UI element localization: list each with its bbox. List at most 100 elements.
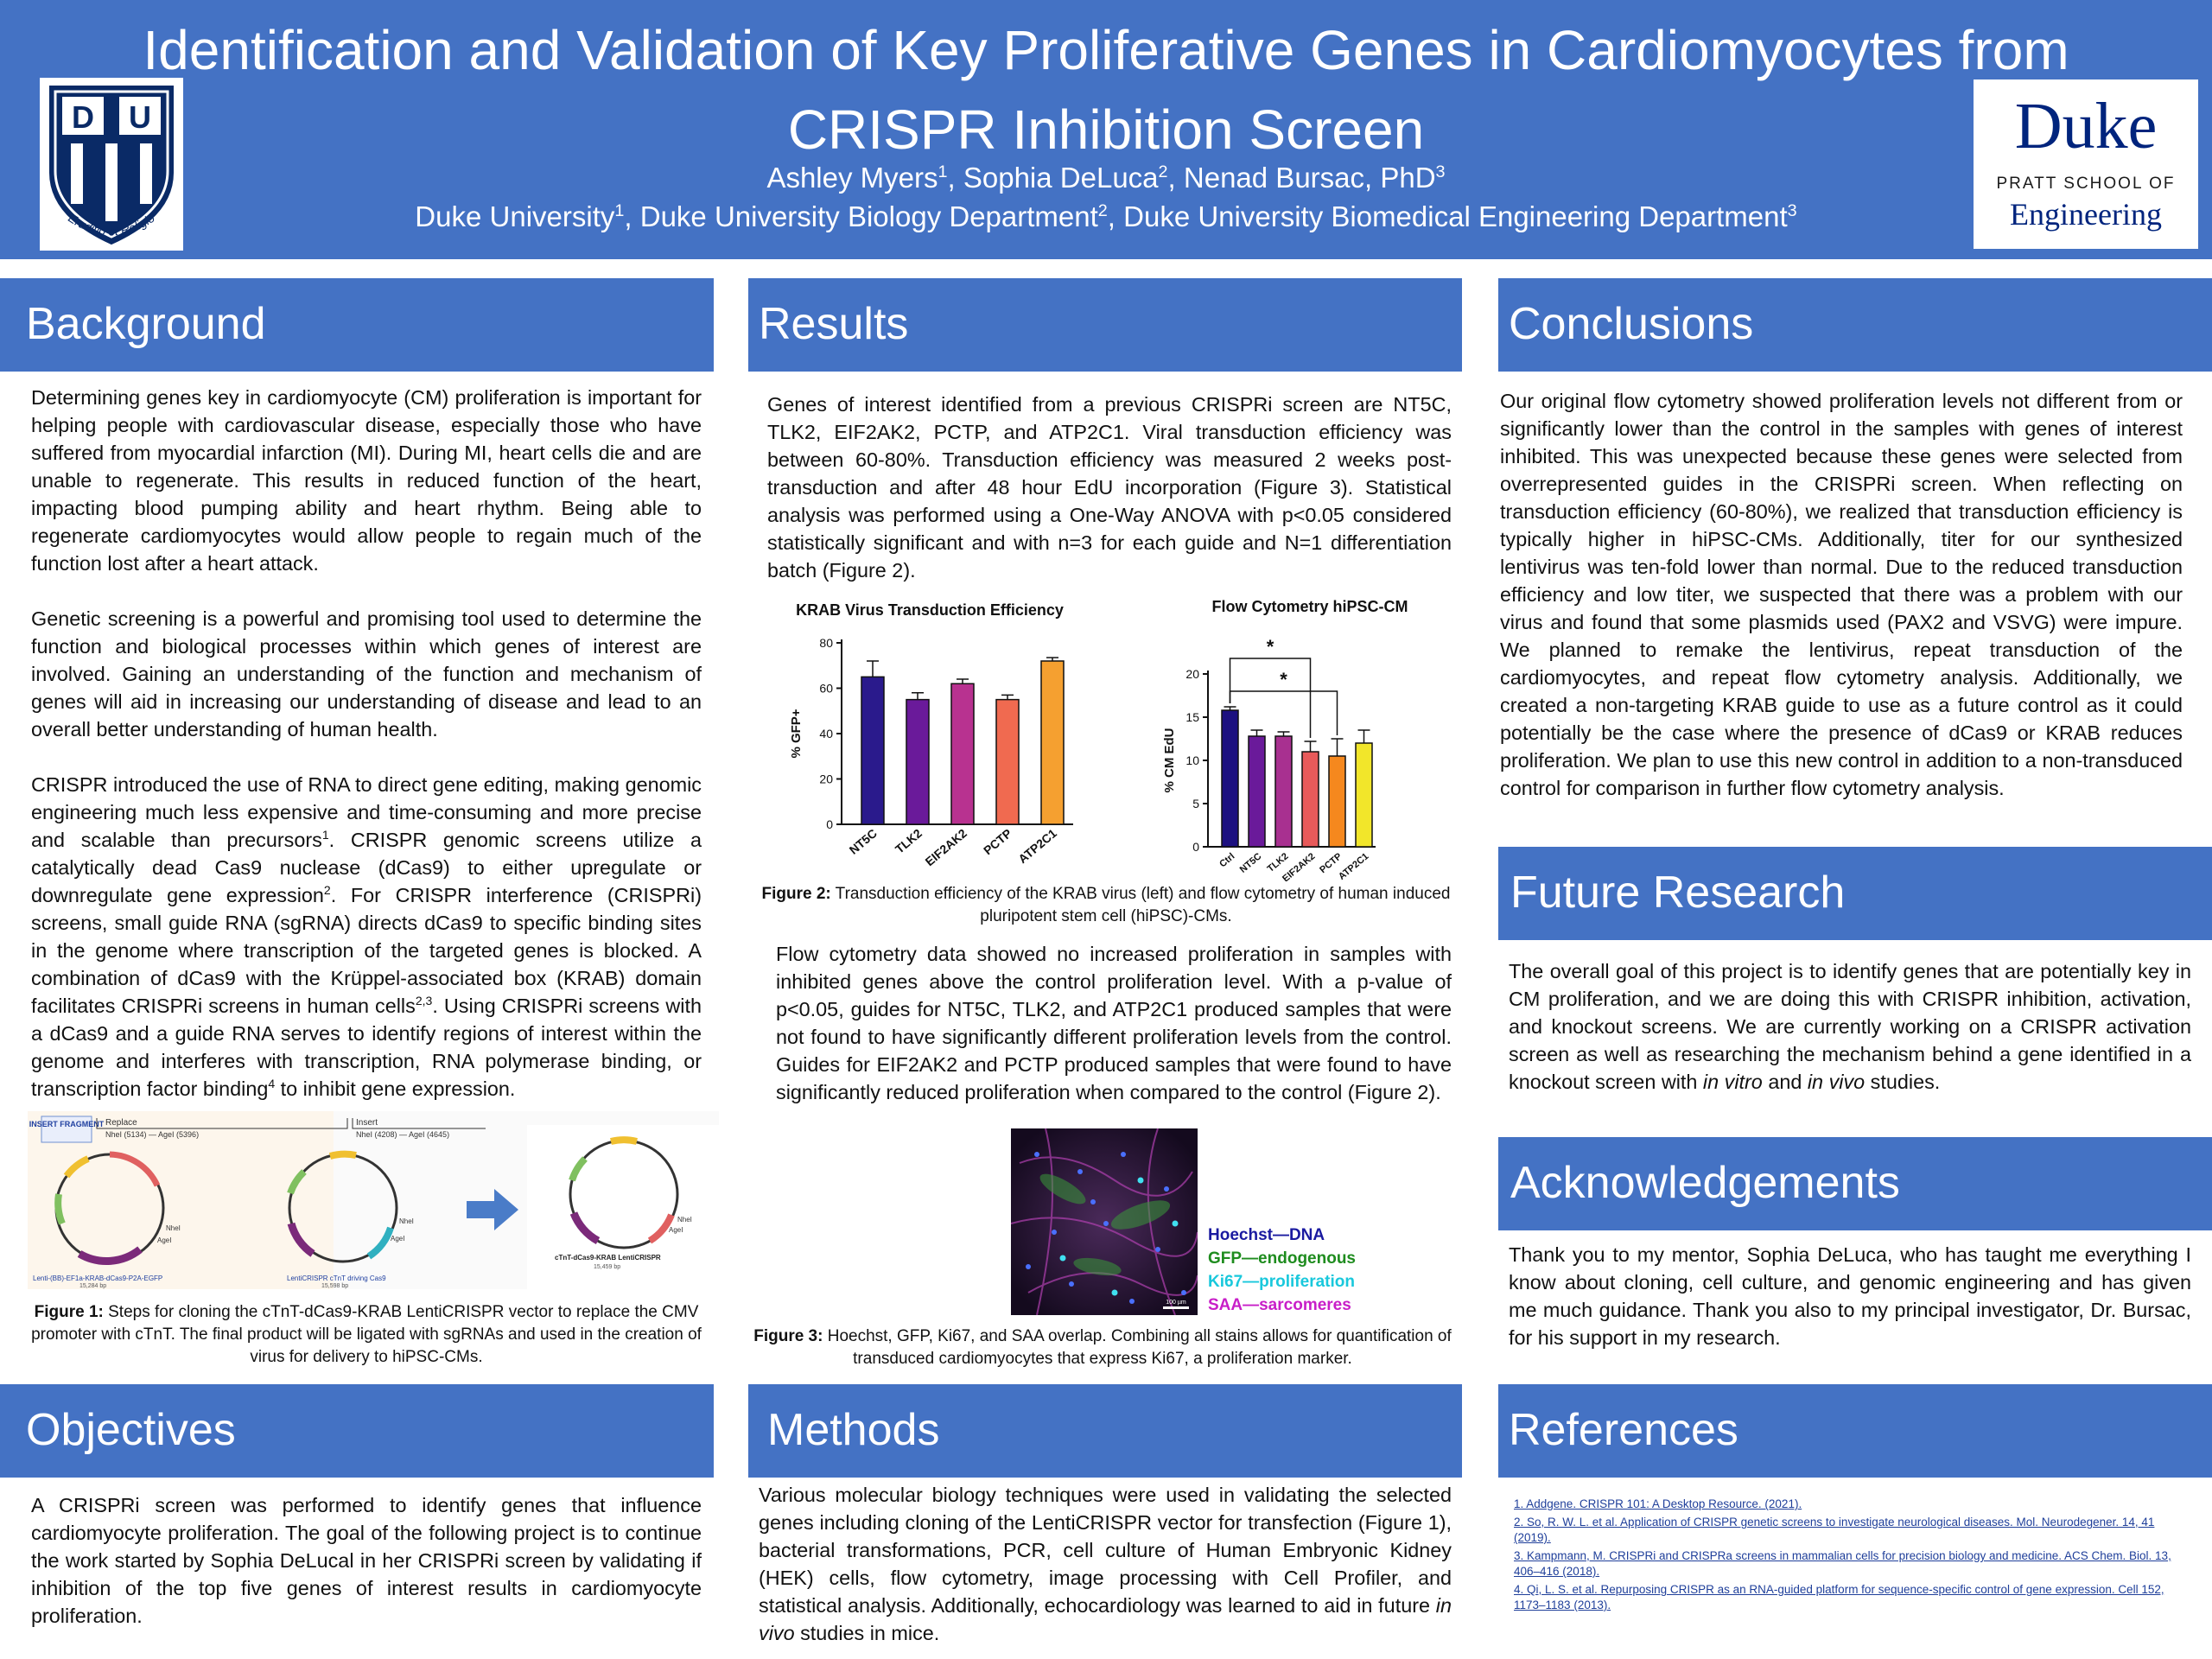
logo-school: PRATT SCHOOL OF xyxy=(1996,175,2176,193)
x-tick-label: NT5C xyxy=(1238,851,1264,875)
fig1-age-label-3: AgeI xyxy=(669,1226,683,1234)
figure-3-legend: Hoechst—DNA GFP—endogenous Ki67—prolifer… xyxy=(1208,1224,1356,1317)
conclusions-text: Our original flow cytometry showed proli… xyxy=(1500,390,2183,799)
fig1-plasmid-mid-name: LentiCRISPR cTnT driving Cas9 xyxy=(287,1274,386,1282)
x-tick-label: ATP2C1 xyxy=(1015,826,1059,866)
figure-1-caption: Figure 1: Steps for cloning the cTnT-dCa… xyxy=(31,1303,702,1366)
fig1-plasmid-left-bp: 15,284 bp xyxy=(79,1283,106,1289)
figure-1-cloning-diagram: INSERT FRAGMENT Replace NheI (5134) — Ag… xyxy=(28,1111,719,1289)
significance-star: * xyxy=(1280,669,1287,690)
logo-duke: Duke xyxy=(2014,90,2158,162)
poster-header xyxy=(0,0,2212,259)
y-tick-label: 0 xyxy=(826,817,833,831)
significance-star: * xyxy=(1267,636,1274,658)
fig1-replace-label: Replace xyxy=(105,1118,137,1128)
results-paragraph-1: Genes of interest identified from a prev… xyxy=(767,393,1452,582)
duke-pratt-logo: Duke PRATT SCHOOL OF Engineering xyxy=(1974,79,2198,249)
references-list: 1. Addgene. CRISPR 101: A Desktop Resour… xyxy=(1514,1497,2188,1616)
figure-2-flow-cytometry-chart: Flow Cytometry hiPSC-CM 0 5 10 15 20 % CM EdU C… xyxy=(1162,598,1408,881)
figure-3-micrograph: 100 µm xyxy=(1011,1128,1198,1315)
acknowledgements-text: Thank you to my mentor, Sophia DeLuca, w… xyxy=(1509,1243,2191,1349)
x-tick-label: PCTP xyxy=(981,826,1014,857)
y-axis-label: % CM EdU xyxy=(1162,728,1177,793)
duke-crest-logo: D U Eruditio et Religio xyxy=(40,78,183,251)
background-heading: Background xyxy=(0,278,714,372)
fig1-plasmid-mid-bp: 15,598 bp xyxy=(321,1283,348,1289)
bar-eif2ak2 xyxy=(1301,751,1319,848)
fig1-insert-label: Insert xyxy=(356,1118,378,1128)
y-tick-label: 20 xyxy=(1185,667,1199,681)
bar-pctp xyxy=(1328,755,1346,848)
bar-atp2c1 xyxy=(1355,742,1373,848)
crest-letter-d: D xyxy=(72,99,94,135)
bar-eif2ak2 xyxy=(950,683,975,825)
title-line-2: CRISPR Inhibition Screen xyxy=(787,99,1425,161)
fig1-nhe-label-2: NheI xyxy=(399,1217,414,1225)
logo-engineering: Engineering xyxy=(2010,197,2162,232)
references-heading: References xyxy=(1498,1384,2212,1478)
fig3-legend-gfp: GFP—endogenous xyxy=(1208,1249,1356,1268)
affiliation-1: Duke University xyxy=(415,200,615,232)
background-paragraph-1: Determining genes key in cardiomyocyte (… xyxy=(31,386,702,575)
objectives-heading: Objectives xyxy=(0,1384,714,1478)
objectives-text: A CRISPRi screen was performed to identi… xyxy=(31,1494,702,1627)
affiliation-2: Duke University Biology Department xyxy=(639,200,1098,232)
bar-tlk2 xyxy=(1274,735,1293,848)
reference-item[interactable]: 2. So, R. W. L. et al. Application of CR… xyxy=(1514,1516,2155,1544)
crest-letter-u: U xyxy=(129,99,151,135)
fig3-legend-saa: SAA—sarcomeres xyxy=(1208,1296,1351,1314)
conclusions-heading: Conclusions xyxy=(1498,278,2212,372)
fig1-arrow-icon xyxy=(467,1189,518,1230)
fig1-insert-fragment-label: INSERT FRAGMENT xyxy=(29,1120,105,1128)
reference-item[interactable]: 3. Kampmann, M. CRISPRi and CRISPRa scre… xyxy=(1514,1549,2171,1578)
figure-3-caption: Figure 3: Hoechst, GFP, Ki67, and SAA ov… xyxy=(753,1327,1452,1368)
acknowledgements-heading: Acknowledgements xyxy=(1498,1137,2212,1230)
background-paragraph-2: Genetic screening is a powerful and prom… xyxy=(31,607,702,741)
y-tick-label: 20 xyxy=(819,772,833,786)
y-tick-label: 80 xyxy=(819,636,833,650)
fig3-legend-hoechst: Hoechst—DNA xyxy=(1208,1226,1325,1244)
fig1-plasmid-right-name: cTnT-dCas9-KRAB LentiCRISPR xyxy=(555,1254,661,1262)
author-1: Ashley Myers xyxy=(766,162,938,194)
y-tick-label: 40 xyxy=(819,727,833,741)
fig1-insert-sites: NheI (4208) — AgeI (4645) xyxy=(356,1130,449,1139)
author-3: Nenad Bursac, PhD xyxy=(1183,162,1436,194)
fig1-plasmid-right-bp: 15,459 bp xyxy=(594,1264,620,1270)
figure-2-transduction-chart: KRAB Virus Transduction Efficiency 0 20 40 6… xyxy=(789,601,1073,868)
future-research-text: The overall goal of this project is to i… xyxy=(1509,960,2191,1093)
figure-2-caption: Figure 2: Transduction efficiency of the… xyxy=(761,885,1451,925)
fig1-nhe-label-1: NheI xyxy=(166,1224,181,1232)
reference-item[interactable]: 4. Qi, L. S. et al. Repurposing CRISPR a… xyxy=(1514,1583,2164,1611)
reference-item[interactable]: 1. Addgene. CRISPR 101: A Desktop Resour… xyxy=(1514,1497,1802,1510)
bar-nt5c xyxy=(861,676,885,825)
author-2: Sophia DeLuca xyxy=(963,162,1159,194)
bar-tlk2 xyxy=(906,698,930,825)
bar-nt5c xyxy=(1248,735,1266,848)
fig3-legend-ki67: Ki67—proliferation xyxy=(1208,1273,1355,1291)
results-heading: Results xyxy=(748,278,1462,372)
y-tick-label: 10 xyxy=(1185,753,1199,767)
chart-title: KRAB Virus Transduction Efficiency xyxy=(796,601,1064,619)
significance-bracket xyxy=(1229,658,1312,738)
background-paragraph-3: CRISPR introduced the use of RNA to dire… xyxy=(31,773,702,1100)
background-text: Determining genes key in cardiomyocyte (… xyxy=(31,384,702,1103)
y-tick-label: 0 xyxy=(1192,840,1199,854)
y-tick-label: 5 xyxy=(1192,797,1199,810)
affiliation-list: Duke University1, Duke University Biolog… xyxy=(415,200,1797,232)
x-tick-label: NT5C xyxy=(847,826,880,857)
fig1-replace-sites: NheI (5134) — AgeI (5396) xyxy=(105,1130,199,1139)
y-tick-label: 15 xyxy=(1185,710,1199,724)
poster-title: Identification and Validation of Key Pro… xyxy=(0,10,2212,169)
fig1-age-label-2: AgeI xyxy=(391,1235,404,1243)
fig1-plasmid-left-name: Lenti-(BB)-EF1a-KRAB-dCas9-P2A-EGFP xyxy=(33,1274,162,1282)
x-tick-label: TLK2 xyxy=(893,826,925,856)
affiliation-3: Duke University Biomedical Engineering D… xyxy=(1123,200,1788,232)
methods-text: Various molecular biology techniques wer… xyxy=(759,1484,1452,1644)
bar-atp2c1 xyxy=(1040,660,1065,825)
significance-bracket xyxy=(1229,690,1338,735)
methods-heading: Methods xyxy=(748,1384,1462,1478)
bar-ctrl xyxy=(1221,709,1239,848)
y-tick-label: 60 xyxy=(819,682,833,696)
x-tick-label: EIF2AK2 xyxy=(923,826,970,868)
fig1-nhe-label-3: NheI xyxy=(677,1216,692,1224)
